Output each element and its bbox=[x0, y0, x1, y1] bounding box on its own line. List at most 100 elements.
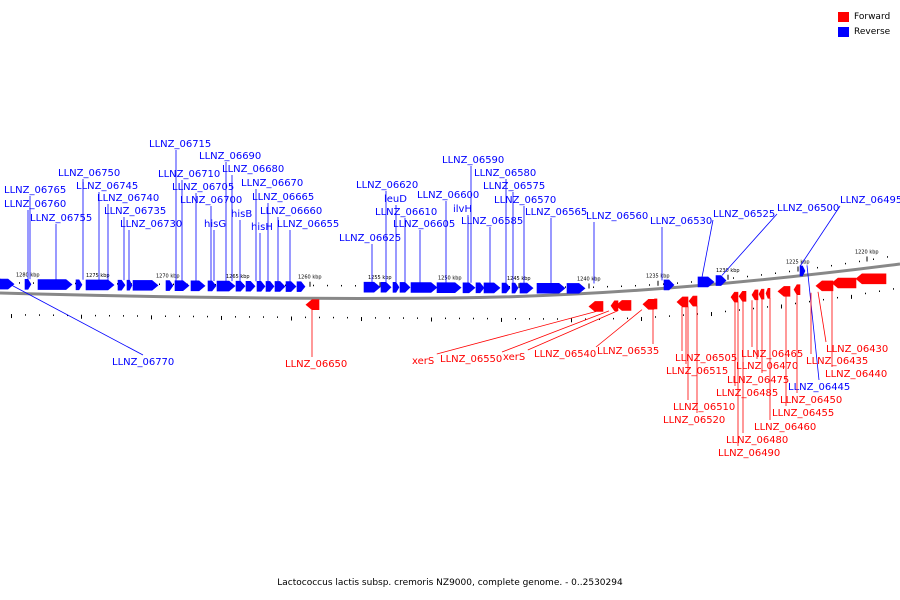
reverse-gene-arrow bbox=[436, 282, 462, 293]
forward-gene-label: LLNZ_06480 bbox=[726, 435, 788, 446]
reverse-gene-label: LLNZ_06680 bbox=[222, 164, 284, 175]
reverse-gene-arrow bbox=[363, 281, 381, 293]
scale-dot bbox=[39, 314, 40, 316]
scale-dot bbox=[621, 285, 622, 288]
forward-gene-arrow bbox=[758, 288, 765, 300]
scale-dot bbox=[67, 314, 68, 317]
reverse-gene-label: LLNZ_06570 bbox=[494, 195, 556, 206]
scale-dot bbox=[487, 317, 488, 320]
scale-dot bbox=[509, 286, 510, 288]
reverse-gene-arrow bbox=[697, 276, 715, 288]
tick-label: 1255 kbp bbox=[368, 275, 392, 281]
scale-dot bbox=[95, 314, 96, 317]
scale-dot bbox=[305, 316, 306, 319]
label-connector bbox=[436, 311, 597, 355]
scale-dot bbox=[403, 317, 404, 319]
reverse-gene-label: LLNZ_06690 bbox=[199, 151, 261, 162]
scale-dot bbox=[277, 316, 278, 318]
scale-dot bbox=[33, 282, 34, 284]
genome-backbone bbox=[0, 262, 900, 300]
reverse-gene-arrow bbox=[392, 282, 400, 293]
reverse-gene-label: LLNZ_06585 bbox=[461, 216, 523, 227]
scale-dot bbox=[607, 285, 608, 288]
reverse-gene-label: LLNZ_06655 bbox=[277, 219, 339, 230]
scale-dot bbox=[677, 282, 678, 284]
legend-reverse: Reverse bbox=[838, 24, 890, 39]
forward-gene-label: LLNZ_06440 bbox=[825, 369, 887, 380]
scale-dot bbox=[285, 284, 286, 287]
forward-gene-arrow bbox=[610, 300, 619, 312]
scale-dot bbox=[789, 270, 790, 273]
forward-gene-arrow bbox=[793, 284, 801, 295]
forward-gene-label: LLNZ_06520 bbox=[663, 415, 725, 426]
scale-dot bbox=[873, 258, 874, 260]
reverse-gene-arrow bbox=[216, 280, 236, 292]
label-connector bbox=[0, 278, 144, 356]
reverse-gene-arrow bbox=[207, 280, 217, 292]
forward-gene-arrow bbox=[738, 290, 747, 302]
label-connector bbox=[721, 213, 778, 276]
scale-dot bbox=[557, 318, 558, 320]
reverse-gene-arrow bbox=[475, 282, 485, 294]
reverse-gene-label: hisG bbox=[204, 219, 226, 230]
forward-gene-arrow bbox=[615, 300, 632, 311]
scale-dot bbox=[375, 317, 376, 319]
scale-dot bbox=[11, 314, 12, 319]
scale-dot bbox=[347, 316, 348, 319]
label-connector bbox=[527, 310, 619, 351]
reverse-gene-label: LLNZ_06530 bbox=[650, 216, 712, 227]
reverse-gene-arrow bbox=[296, 281, 306, 292]
forward-gene-label: LLNZ_06490 bbox=[718, 448, 780, 459]
label-connector bbox=[595, 309, 643, 348]
scale-dot bbox=[585, 318, 586, 320]
scale-dot bbox=[501, 317, 502, 322]
scale-dot bbox=[655, 316, 656, 318]
reverse-gene-arrow bbox=[265, 281, 275, 292]
forward-gene-label: LLNZ_06510 bbox=[673, 402, 735, 413]
reverse-gene-arrow bbox=[501, 282, 511, 294]
label-connector bbox=[817, 291, 827, 343]
reverse-gene-arrow bbox=[380, 281, 392, 293]
scale-dot bbox=[711, 312, 712, 317]
reverse-gene-label: LLNZ_06700 bbox=[180, 195, 242, 206]
legend-forward-label: Forward bbox=[854, 11, 891, 22]
scale-dot bbox=[333, 316, 334, 319]
reverse-gene-label: LLNZ_06735 bbox=[104, 206, 166, 217]
scale-dot bbox=[151, 315, 152, 320]
scale-dot bbox=[893, 288, 894, 290]
scale-dot bbox=[599, 318, 600, 320]
forward-gene-arrow bbox=[765, 288, 771, 299]
scale-dot bbox=[767, 306, 768, 308]
tick-label: 1265 kbp bbox=[226, 274, 250, 280]
reverse-gene-label: LLNZ_06705 bbox=[172, 182, 234, 193]
reverse-gene-label: LLNZ_06565 bbox=[525, 207, 587, 218]
scale-dot bbox=[761, 274, 762, 276]
reverse-gene-arrow bbox=[0, 278, 15, 290]
scale-dot bbox=[319, 316, 320, 319]
tick-label: 1230 kbp bbox=[716, 268, 740, 274]
reverse-gene-label: LLNZ_06500 bbox=[777, 203, 839, 214]
scale-dot bbox=[165, 315, 166, 317]
scale-dot bbox=[291, 316, 292, 321]
forward-gene-label: LLNZ_06475 bbox=[727, 375, 789, 386]
reverse-swatch bbox=[838, 26, 849, 37]
reverse-gene-arrow bbox=[410, 282, 438, 293]
reverse-gene-arrow bbox=[663, 279, 675, 291]
reverse-gene-label: LLNZ_06750 bbox=[58, 168, 120, 179]
legend-reverse-label: Reverse bbox=[854, 26, 891, 37]
scale-dot bbox=[775, 272, 776, 274]
reverse-gene-label: LLNZ_06445 bbox=[788, 382, 850, 393]
scale-dot bbox=[361, 317, 362, 322]
scale-dot bbox=[593, 286, 594, 288]
scale-dot bbox=[733, 277, 734, 279]
reverse-gene-arrow bbox=[285, 281, 297, 292]
scale-dot bbox=[235, 316, 236, 318]
tick-label: 1220 kbp bbox=[855, 249, 879, 255]
legend: Forward Reverse bbox=[838, 9, 890, 39]
reverse-gene-label: LLNZ_06660 bbox=[260, 206, 322, 217]
scale-dot bbox=[515, 318, 516, 320]
scale-dot bbox=[739, 309, 740, 311]
scale-dot bbox=[697, 313, 698, 315]
reverse-gene-label: LLNZ_06740 bbox=[97, 193, 159, 204]
